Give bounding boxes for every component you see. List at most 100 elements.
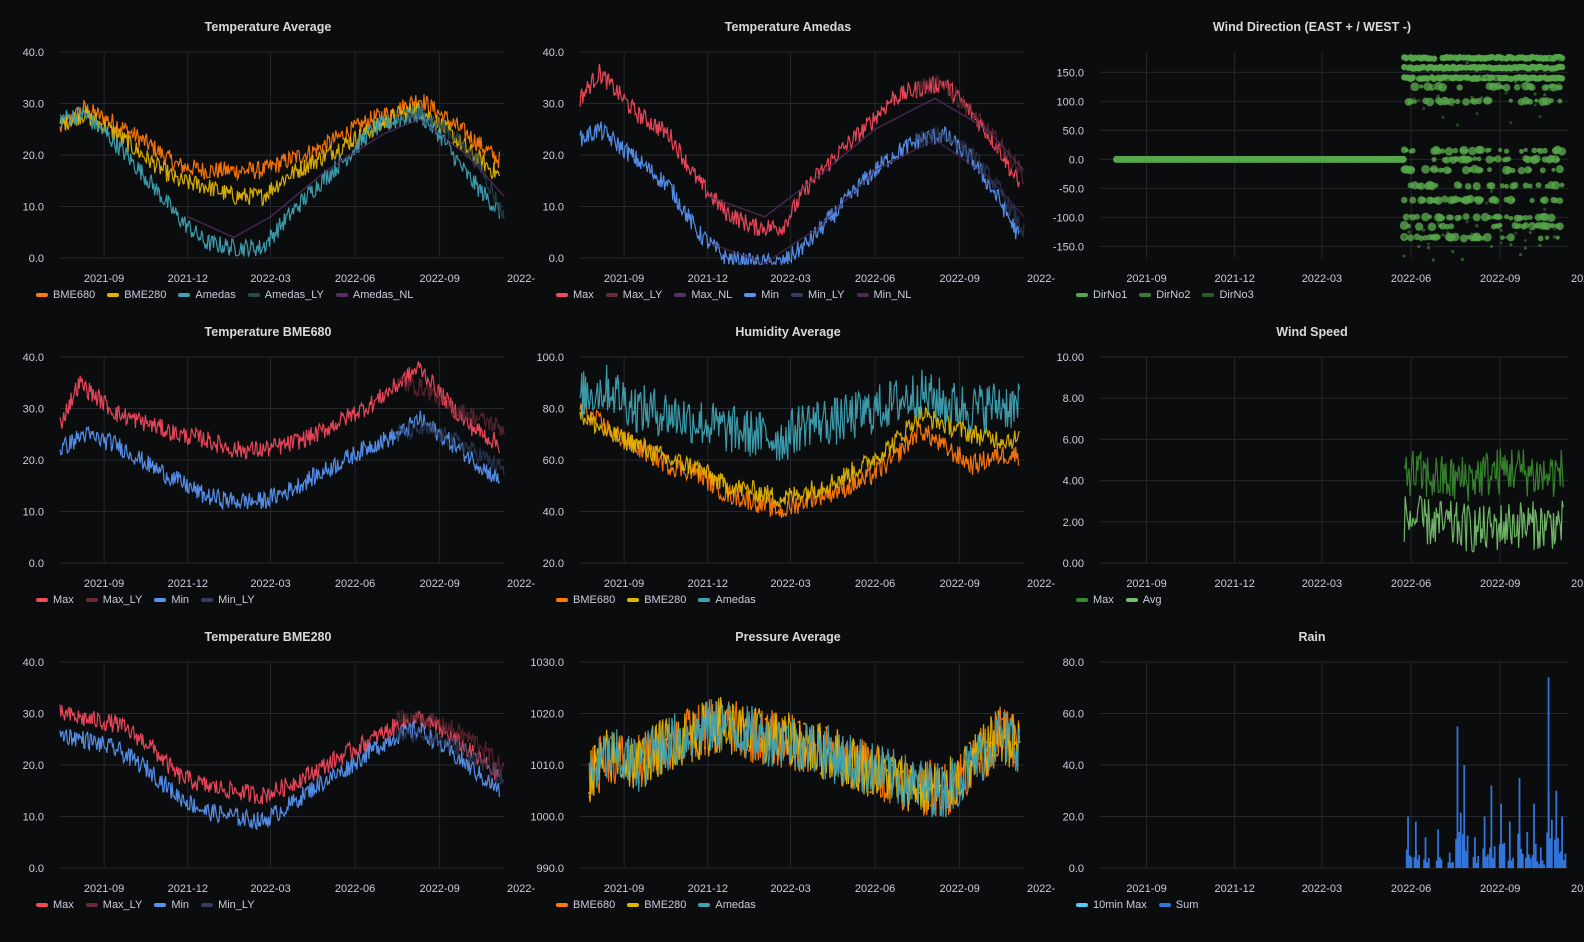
legend-item[interactable]: BME680 bbox=[556, 899, 615, 911]
x-tick-label: 2022-03 bbox=[1302, 273, 1342, 285]
scatter-point bbox=[1557, 98, 1563, 104]
scatter-point bbox=[1436, 94, 1440, 98]
panel-temp-avg[interactable]: Temperature Average 40.0 30.0 20.0 10.0 0.0 20… bbox=[0, 0, 536, 305]
series-line bbox=[394, 709, 505, 777]
legend-item[interactable]: BME280 bbox=[627, 594, 686, 606]
legend-item[interactable]: Min_NL bbox=[856, 289, 911, 301]
legend-item[interactable]: Max_LY bbox=[85, 594, 142, 606]
bar bbox=[1474, 857, 1477, 868]
scatter-point bbox=[1462, 213, 1470, 220]
scatter-point bbox=[1407, 234, 1415, 242]
legend-item[interactable]: Max bbox=[1076, 594, 1114, 606]
legend-item[interactable]: Max bbox=[36, 594, 74, 606]
bar bbox=[1423, 859, 1426, 868]
legend-item[interactable]: Amedas bbox=[698, 899, 756, 911]
scatter-point bbox=[1412, 236, 1416, 240]
series-max-ly bbox=[394, 375, 505, 436]
legend-item[interactable]: Min_LY bbox=[201, 899, 255, 911]
x-tick-label: 2022-09 bbox=[1480, 273, 1520, 285]
legend-item[interactable]: Amedas_NL bbox=[335, 289, 414, 301]
scatter-point bbox=[1464, 183, 1472, 190]
scatter-point bbox=[1528, 225, 1532, 229]
panel-wind-dir[interactable]: Wind Direction (EAST + / WEST -) 150.0 100… bbox=[1040, 0, 1584, 305]
x-tick-label: 2022-03 bbox=[1302, 883, 1342, 895]
scatter-point bbox=[1410, 167, 1415, 172]
data-point bbox=[747, 749, 751, 752]
panel-temp-amedas[interactable]: Temperature Amedas 40.0 30.0 20.0 10.0 0.0 202… bbox=[520, 0, 1056, 305]
panel-rain[interactable]: Rain 80.0 60.0 40.0 20.0 0.0 2021-09 2021-12 202… bbox=[1040, 610, 1584, 915]
legend-item[interactable]: Min_LY bbox=[791, 289, 845, 301]
x-tick-label: 2022-06 bbox=[335, 883, 375, 895]
scatter-point bbox=[1412, 97, 1416, 101]
bar bbox=[1416, 859, 1419, 868]
legend-item[interactable]: BME280 bbox=[107, 289, 166, 301]
series-line bbox=[579, 364, 1020, 462]
legend-swatch bbox=[107, 293, 120, 297]
legend-item[interactable]: Max_LY bbox=[605, 289, 662, 301]
scatter-point bbox=[1460, 215, 1464, 220]
legend-item[interactable]: Min bbox=[154, 594, 189, 606]
panel-wind-speed[interactable]: Wind Speed 10.00 8.00 6.00 4.00 2.00 0.00 2021-… bbox=[1040, 305, 1584, 610]
scatter-point bbox=[1468, 146, 1477, 156]
legend-item[interactable]: Max_NL bbox=[674, 289, 732, 301]
legend-item[interactable]: Min bbox=[154, 899, 189, 911]
legend-item[interactable]: Sum bbox=[1158, 899, 1198, 911]
legend-swatch bbox=[335, 293, 348, 297]
legend-item[interactable]: BME280 bbox=[627, 899, 686, 911]
y-tick-label: 1020.0 bbox=[530, 709, 564, 721]
bar bbox=[1549, 838, 1552, 868]
x-tick-label: 2022- bbox=[1571, 273, 1584, 285]
legend-label: Max bbox=[1093, 594, 1114, 606]
legend-item[interactable]: Min_LY bbox=[201, 594, 255, 606]
scatter-point bbox=[1433, 183, 1439, 188]
scatter-point bbox=[1414, 213, 1420, 220]
scatter-point bbox=[1478, 196, 1484, 203]
legend-swatch bbox=[36, 293, 48, 297]
legend-item[interactable]: DirNo1 bbox=[1076, 289, 1127, 301]
legend-item[interactable]: Max bbox=[556, 289, 594, 301]
legend-item[interactable]: Avg bbox=[1125, 594, 1162, 606]
bar bbox=[1518, 833, 1521, 868]
panel-humidity-avg[interactable]: Humidity Average 100.0 80.0 60.0 40.0 20.0 202… bbox=[520, 305, 1055, 610]
legend-item[interactable]: BME680 bbox=[36, 289, 95, 301]
y-tick-label: 6.00 bbox=[1063, 434, 1084, 446]
legend-label: Amedas_NL bbox=[352, 289, 414, 301]
legend-item[interactable]: 10min Max bbox=[1076, 899, 1147, 911]
panel-temp-bme680[interactable]: Temperature BME680 40.0 30.0 20.0 10.0 0.0 202… bbox=[0, 305, 536, 610]
series-bme280 bbox=[588, 697, 1020, 813]
bar bbox=[1492, 858, 1495, 868]
series-line bbox=[579, 63, 1020, 237]
legend: Max Max_LY Max_NL Min Min_LY Min_NL bbox=[556, 289, 911, 301]
scatter-point bbox=[1543, 93, 1547, 97]
x-tick-label: 2022- bbox=[1027, 883, 1055, 895]
legend-swatch bbox=[744, 293, 757, 297]
series-max-ly bbox=[394, 709, 505, 777]
scatter-point bbox=[1510, 197, 1516, 203]
legend-item[interactable]: DirNo2 bbox=[1139, 289, 1190, 301]
panel-pressure-avg[interactable]: Pressure Average 1030.0 1020.0 1010.0 1000.0… bbox=[520, 610, 1055, 915]
bar bbox=[1546, 832, 1549, 868]
legend-item[interactable]: Amedas bbox=[178, 289, 236, 301]
legend-item[interactable]: DirNo3 bbox=[1202, 289, 1254, 301]
y-tick-label: 0.0 bbox=[1069, 863, 1084, 875]
legend-swatch bbox=[154, 903, 167, 907]
y-tick-label: 10.0 bbox=[23, 202, 44, 214]
legend-item[interactable]: Min bbox=[744, 289, 779, 301]
scatter-point bbox=[1551, 181, 1560, 190]
x-tick-label: 2022-09 bbox=[1480, 578, 1520, 590]
scatter-point bbox=[1457, 215, 1463, 221]
legend-item[interactable]: Max bbox=[36, 899, 74, 911]
legend-item[interactable]: Amedas_LY bbox=[247, 289, 324, 301]
y-tick-label: 10.0 bbox=[543, 202, 564, 214]
legend-swatch bbox=[1139, 293, 1152, 297]
scatter-point bbox=[1489, 189, 1494, 193]
bar bbox=[1558, 853, 1561, 868]
legend-item[interactable]: BME680 bbox=[556, 594, 615, 606]
panel-temp-bme280[interactable]: Temperature BME280 40.0 30.0 20.0 10.0 0.0 202… bbox=[0, 610, 536, 915]
scatter-point bbox=[1470, 232, 1474, 236]
legend-item[interactable]: Max_LY bbox=[85, 899, 142, 911]
legend-label: Max bbox=[573, 289, 594, 301]
y-tick-label: 100.0 bbox=[536, 352, 564, 364]
legend-item[interactable]: Amedas bbox=[698, 594, 756, 606]
scatter-point bbox=[1543, 222, 1552, 231]
